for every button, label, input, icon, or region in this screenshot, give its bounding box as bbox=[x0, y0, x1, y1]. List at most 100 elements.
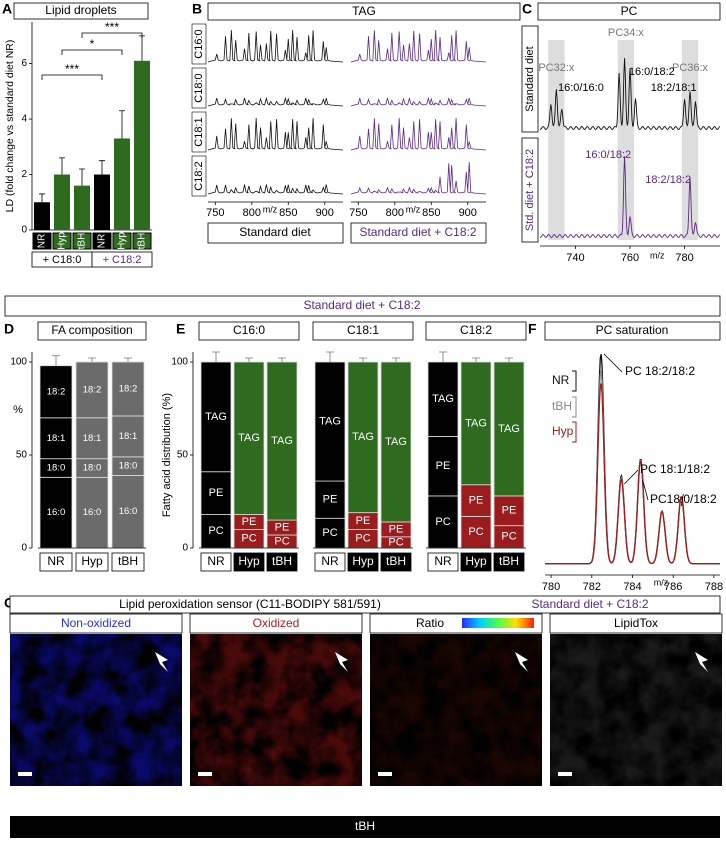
row-label: C18:1 bbox=[193, 117, 205, 146]
spectrum bbox=[207, 184, 344, 195]
bar-segment bbox=[427, 361, 459, 437]
panel-letter: F bbox=[528, 321, 537, 337]
chart-title: C18:2 bbox=[460, 323, 492, 337]
y-tick-label: 0 bbox=[21, 225, 27, 236]
y-tick-label: 0 bbox=[21, 543, 27, 554]
segment-label: 16:0 bbox=[47, 507, 66, 518]
annotation: PC 18:2/18:2 bbox=[625, 364, 695, 378]
title-box bbox=[198, 321, 300, 341]
group-label: + C18:2 bbox=[103, 254, 142, 266]
x-tick-label: Hyp bbox=[81, 554, 103, 568]
segment-label: 16:0 bbox=[119, 506, 138, 517]
segment-label: PC bbox=[208, 525, 223, 537]
category-box bbox=[380, 552, 412, 572]
peak-label: 18:2/18:2 bbox=[645, 174, 691, 186]
x-tick-label: 750 bbox=[349, 207, 367, 219]
y-tick-label: 50 bbox=[16, 450, 28, 461]
bar-segment bbox=[200, 514, 232, 549]
spectrum bbox=[545, 354, 720, 565]
error-bar bbox=[245, 357, 253, 362]
bar-segment bbox=[460, 484, 492, 517]
row-label: Std. diet + C18:2 bbox=[524, 149, 536, 231]
chart-title: C16:0 bbox=[233, 323, 265, 337]
bar-segment bbox=[39, 417, 73, 460]
x-tick-label: Hyp bbox=[465, 554, 487, 568]
chart-title: Lipid droplets bbox=[45, 3, 116, 17]
condition-label: Standard diet + C18:2 bbox=[359, 225, 476, 239]
y-tick-label: 4 bbox=[21, 114, 27, 125]
row-label: C18:0 bbox=[193, 73, 205, 102]
bar bbox=[74, 185, 90, 230]
panel-letter: B bbox=[192, 1, 202, 17]
error-bar bbox=[124, 357, 132, 362]
bar-segment bbox=[39, 365, 73, 419]
error-bar bbox=[505, 357, 513, 362]
bar-segment bbox=[314, 361, 346, 482]
segment-label: PC bbox=[241, 533, 256, 545]
scale-bar bbox=[18, 772, 32, 776]
bar-segment bbox=[111, 475, 145, 549]
x-axis-label: m/z bbox=[406, 204, 421, 214]
error-bar bbox=[59, 157, 65, 175]
segment-label: PC bbox=[355, 533, 370, 545]
x-tick-label: NR bbox=[207, 554, 225, 568]
group-label: + C18:0 bbox=[43, 254, 82, 266]
bar-segment bbox=[427, 495, 459, 549]
significance: * bbox=[90, 37, 95, 51]
category-box bbox=[75, 552, 109, 572]
band bbox=[617, 40, 635, 240]
bar-segment bbox=[200, 361, 232, 473]
y-axis-label: Fatty acid distribution (%) bbox=[161, 393, 173, 517]
arrow bbox=[515, 652, 528, 672]
segment-label: PC bbox=[322, 527, 337, 539]
row-label-box bbox=[521, 137, 539, 243]
category-box bbox=[200, 552, 232, 572]
title-box bbox=[537, 2, 721, 21]
x-tick-label: NR bbox=[97, 234, 108, 248]
bar-segment bbox=[233, 361, 265, 515]
bar bbox=[54, 174, 70, 230]
segment-label: PC bbox=[435, 516, 450, 528]
legend-bracket bbox=[572, 396, 577, 418]
image-texture bbox=[550, 634, 722, 786]
x-tick-label: Hyp bbox=[238, 554, 260, 568]
bar bbox=[34, 202, 50, 230]
scale-bar bbox=[378, 772, 392, 776]
segment-label: 18:0 bbox=[83, 463, 102, 474]
x-axis-label: m/z bbox=[654, 577, 669, 587]
segment-label: PC bbox=[468, 526, 483, 538]
x-tick-label: NR bbox=[37, 234, 48, 248]
title-box bbox=[425, 321, 527, 341]
row-label-box bbox=[191, 23, 207, 65]
segment-label: PE bbox=[242, 516, 257, 528]
segment-label: 18:1 bbox=[119, 431, 138, 442]
segment-label: PE bbox=[209, 487, 224, 499]
bar bbox=[94, 174, 110, 230]
y-tick-label: 2 bbox=[21, 169, 27, 180]
x-tick-label: NR bbox=[321, 554, 339, 568]
row-label: Standard diet bbox=[524, 46, 536, 111]
segment-label: 18:0 bbox=[47, 463, 66, 474]
spectrum bbox=[207, 96, 344, 107]
title-box bbox=[544, 321, 721, 341]
image-label-box bbox=[9, 613, 183, 634]
bar-segment bbox=[111, 361, 145, 417]
error-bar bbox=[212, 351, 220, 362]
legend-label: Hyp bbox=[552, 424, 574, 438]
bar-segment bbox=[111, 415, 145, 458]
bar-segment bbox=[266, 361, 298, 521]
segment-label: 18:0 bbox=[119, 461, 138, 472]
chart-title: FA composition bbox=[51, 323, 132, 337]
error-bar bbox=[278, 357, 286, 362]
category-box bbox=[314, 552, 346, 572]
category-box bbox=[52, 232, 72, 250]
row-label: C16:0 bbox=[193, 29, 205, 58]
bar-segment bbox=[460, 361, 492, 486]
segment-label: PC bbox=[388, 536, 403, 548]
x-tick-label: tBH bbox=[499, 554, 519, 568]
segment-label: 18:2 bbox=[47, 386, 66, 397]
error-bar bbox=[392, 357, 400, 362]
segment-label: 18:2 bbox=[83, 384, 102, 395]
panel-title: Lipid peroxidation sensor (C11-BODIPY 58… bbox=[119, 597, 381, 611]
panel-title: PC bbox=[621, 4, 638, 18]
